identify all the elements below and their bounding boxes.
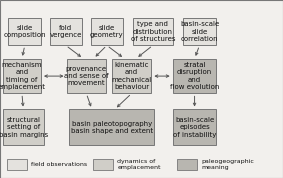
FancyBboxPatch shape bbox=[173, 109, 216, 145]
FancyBboxPatch shape bbox=[69, 109, 154, 145]
Text: slide
geometry: slide geometry bbox=[90, 25, 124, 38]
FancyBboxPatch shape bbox=[7, 159, 27, 170]
FancyBboxPatch shape bbox=[50, 18, 82, 45]
FancyBboxPatch shape bbox=[67, 59, 106, 93]
Text: stratal
disruption
and
flow evolution: stratal disruption and flow evolution bbox=[170, 62, 219, 90]
FancyBboxPatch shape bbox=[3, 59, 41, 93]
Text: slide
composition: slide composition bbox=[3, 25, 46, 38]
FancyBboxPatch shape bbox=[8, 18, 41, 45]
Text: basin-scale
episodes
of instability: basin-scale episodes of instability bbox=[173, 117, 216, 138]
FancyBboxPatch shape bbox=[177, 159, 197, 170]
FancyBboxPatch shape bbox=[183, 18, 216, 45]
FancyBboxPatch shape bbox=[112, 59, 151, 93]
Text: field observations: field observations bbox=[31, 162, 87, 167]
Text: fold
vergence: fold vergence bbox=[50, 25, 82, 38]
Text: dynamics of
emplacement: dynamics of emplacement bbox=[117, 159, 161, 170]
FancyBboxPatch shape bbox=[173, 59, 216, 93]
Text: basin paleotopography
basin shape and extent: basin paleotopography basin shape and ex… bbox=[71, 121, 153, 134]
FancyBboxPatch shape bbox=[3, 109, 44, 145]
Text: kinematic
and
mechanical
behaviour: kinematic and mechanical behaviour bbox=[112, 62, 152, 90]
Text: type and
distribution
of structures: type and distribution of structures bbox=[130, 21, 175, 42]
Text: paleogeographic
meaning: paleogeographic meaning bbox=[201, 159, 254, 170]
FancyBboxPatch shape bbox=[93, 159, 113, 170]
FancyBboxPatch shape bbox=[133, 18, 173, 45]
Text: basin-scale
slide
correlation: basin-scale slide correlation bbox=[180, 21, 219, 42]
Text: provenance
and sense of
movement: provenance and sense of movement bbox=[64, 66, 109, 86]
Text: structural
setting of
basin margins: structural setting of basin margins bbox=[0, 117, 48, 138]
Text: mechanism
and
timing of
emplacement: mechanism and timing of emplacement bbox=[0, 62, 46, 90]
FancyBboxPatch shape bbox=[91, 18, 123, 45]
